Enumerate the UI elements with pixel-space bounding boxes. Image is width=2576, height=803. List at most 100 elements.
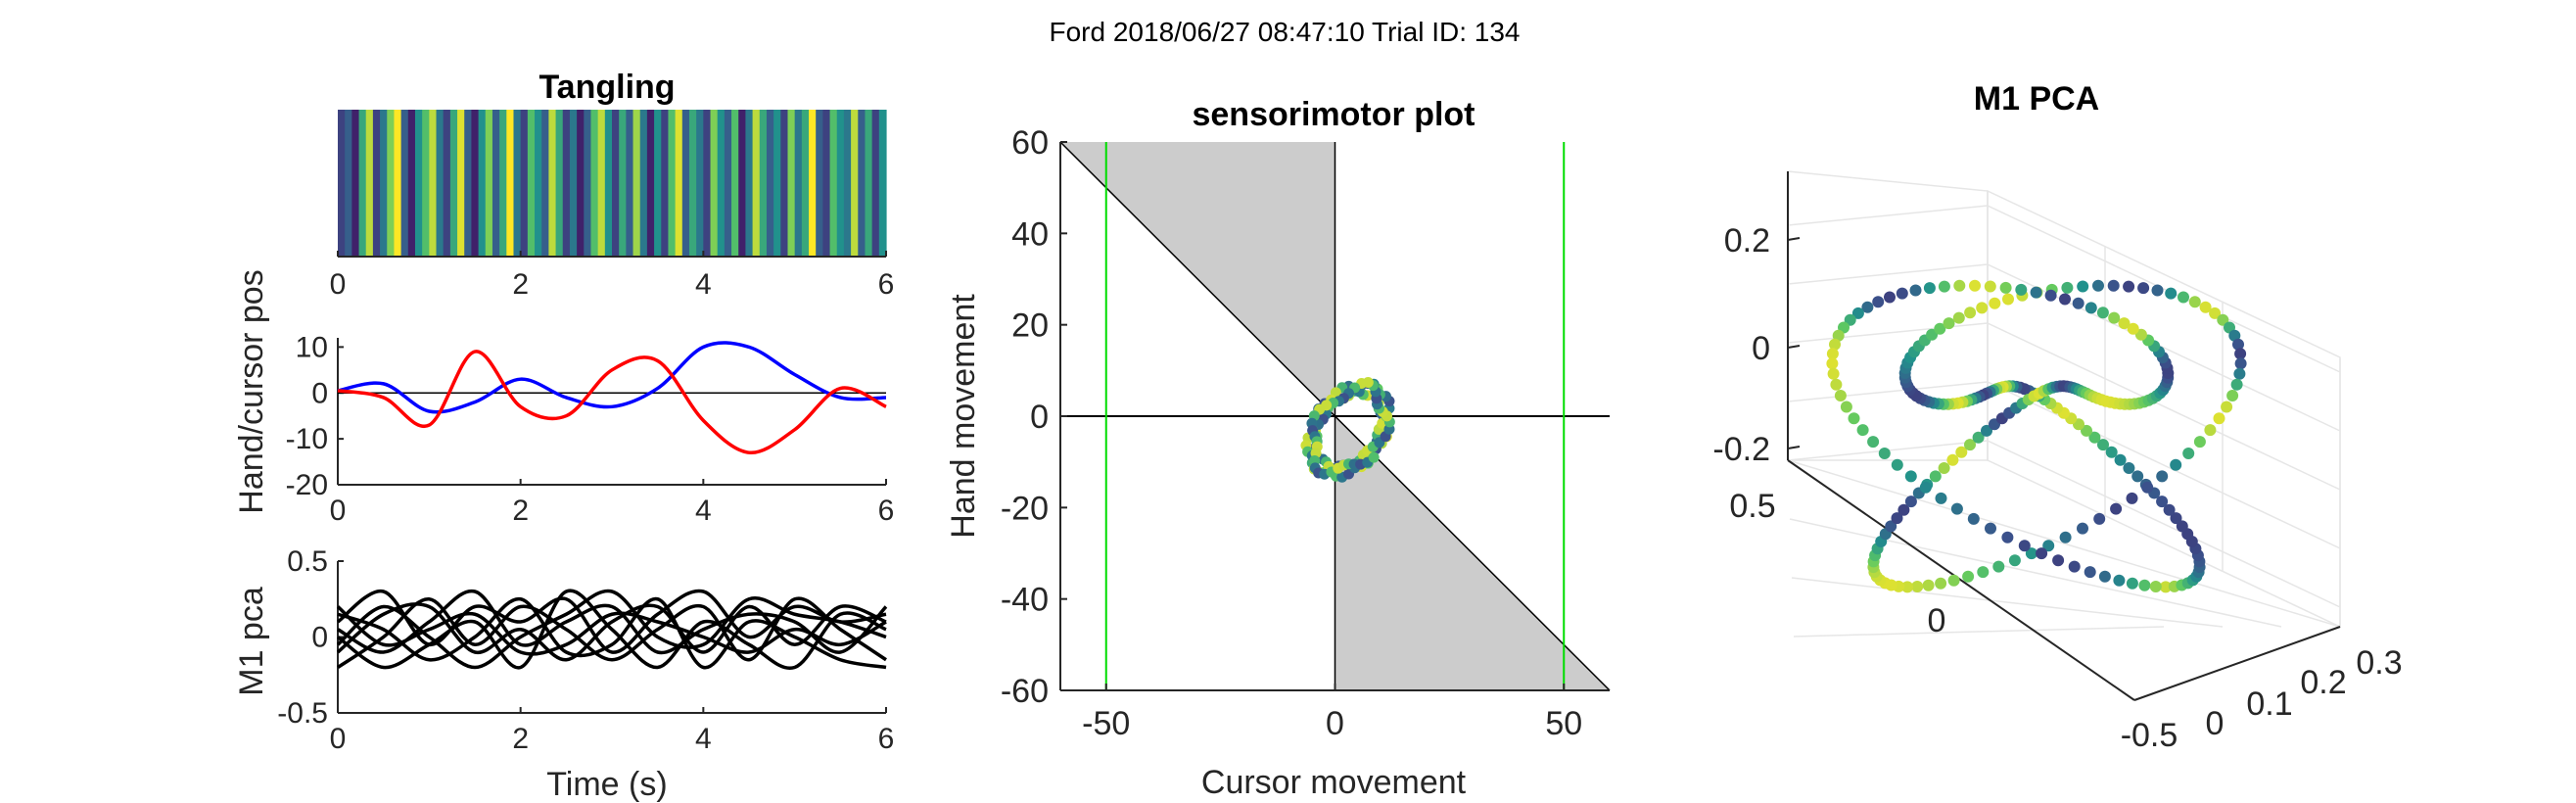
pca-series-line xyxy=(336,605,887,656)
tangling-cell xyxy=(612,110,620,257)
pca-series-line xyxy=(337,590,888,655)
pca3d-point xyxy=(1896,287,1908,300)
tangling-cell xyxy=(773,110,781,257)
pca3d-point xyxy=(2123,280,2135,293)
pca3d-point xyxy=(2107,279,2120,292)
tangling-cell xyxy=(351,110,360,257)
pca3d-point xyxy=(1947,574,1960,587)
tangling-cell xyxy=(443,110,451,257)
grid-line xyxy=(1987,440,2341,608)
pca3d-point xyxy=(1938,280,1950,293)
pca3d-point xyxy=(1904,470,1917,483)
z-tick-label: 0 xyxy=(1752,330,1770,367)
m1pca-lines xyxy=(336,589,888,671)
y-tick-label: 10 xyxy=(296,331,328,363)
pca3d-point xyxy=(1884,291,1896,304)
x-axis-3d xyxy=(2133,626,2341,701)
figure-suptitle: Ford 2018/06/27 08:47:10 Trial ID: 134 xyxy=(1050,17,1521,47)
m1pca-panel: 0 2 4 60.50-0.5 M1 pca Time (s) xyxy=(233,545,894,803)
tangling-cell xyxy=(703,110,712,257)
tangling-cell xyxy=(780,110,789,257)
grid-line xyxy=(1787,459,2341,628)
pca3d-point xyxy=(2151,284,2164,297)
tangling-cell xyxy=(449,110,458,257)
x3d-tick-label: 0 xyxy=(2206,705,2225,742)
pca3d-point xyxy=(2084,302,2097,314)
z-tick xyxy=(1787,345,1801,349)
pca3d-point xyxy=(1969,279,1981,292)
pca3d-point xyxy=(2234,348,2247,360)
tangling-cell xyxy=(843,110,852,257)
handcursor-ylabel: Hand/cursor pos xyxy=(233,269,270,513)
x3d-tick-label: 0.2 xyxy=(2300,664,2346,701)
pca3d-point xyxy=(1976,302,1989,314)
tangling-cell xyxy=(878,110,887,257)
sm-y-tick-label: 40 xyxy=(1011,215,1049,253)
pca3d-point xyxy=(2015,283,2028,296)
pca3d-point xyxy=(2059,531,2072,543)
y-tick-label: 0 xyxy=(311,622,328,654)
pca3d-point xyxy=(2149,581,2162,592)
tangling-cell xyxy=(871,110,880,257)
pca3d-point xyxy=(1867,436,1880,449)
tangling-cell xyxy=(541,110,549,257)
pca3d-grid xyxy=(1787,170,2341,701)
cursor-series-line xyxy=(337,350,887,454)
grid-line xyxy=(1791,577,2224,628)
pca3d-point xyxy=(2163,503,2176,516)
pca3d-panel: M1 PCA 0.20-0.20.50-0.5 00.10.20.3 xyxy=(1712,80,2402,754)
tangling-cell xyxy=(675,110,683,257)
y3d-tick-label: -0.5 xyxy=(2121,717,2178,754)
grid-line xyxy=(1787,205,1989,226)
pca3d-point xyxy=(1851,307,1864,319)
pca3d-point xyxy=(1943,317,1955,330)
x3d-tick-label: 0.1 xyxy=(2246,685,2292,723)
tangling-cell xyxy=(464,110,473,257)
sensorimotor-ylabel: Hand movement xyxy=(945,294,982,539)
tangling-cell xyxy=(851,110,859,257)
hand-series-line xyxy=(337,341,887,414)
tangling-cell xyxy=(492,110,500,257)
sm-y-tick-label: 20 xyxy=(1011,307,1049,345)
pca3d-point xyxy=(1938,462,1950,474)
pca3d-point xyxy=(2137,282,2150,295)
grid-line xyxy=(1987,381,2341,549)
pca3d-point xyxy=(1826,357,1839,370)
pca3d-point xyxy=(2052,554,2065,567)
x-tick-label: 2 xyxy=(512,495,529,527)
grid-line xyxy=(1987,205,2341,373)
pca3d-point xyxy=(2213,412,2225,425)
pca3d-point xyxy=(2018,540,2031,552)
tangling-cell xyxy=(836,110,845,257)
pca3d-point xyxy=(1904,496,1917,508)
sm-y-tick-label: -40 xyxy=(1001,582,1049,619)
pca3d-point xyxy=(2126,492,2138,504)
pca3d-point xyxy=(2110,502,2123,515)
tangling-cell xyxy=(345,110,352,257)
pca3d-point xyxy=(1984,280,1996,293)
pca3d-point xyxy=(1919,481,1932,494)
y-tick-label: -0.5 xyxy=(277,697,328,730)
x-tick-label: 6 xyxy=(878,495,895,527)
pca3d-point xyxy=(2002,293,2014,306)
tangling-cell xyxy=(338,110,346,257)
pca3d-point xyxy=(2234,357,2247,370)
tangling-title: Tangling xyxy=(539,69,675,106)
sensorimotor-axes: -50 0 50 60 40 20 0 -20 -40 -60 xyxy=(1001,124,1610,742)
pca3d-ticks: 0.20-0.20.50-0.5 00.10.20.3 xyxy=(1712,222,2402,754)
tangling-cell xyxy=(865,110,873,257)
tangling-cell xyxy=(731,110,739,257)
pca3d-point xyxy=(2077,522,2088,535)
pca3d-point xyxy=(1952,311,1965,324)
sensorimotor-title: sensorimotor plot xyxy=(1192,96,1475,133)
pca3d-point xyxy=(2114,453,2127,466)
pca3d-point xyxy=(2092,279,2104,292)
pca3d-point xyxy=(2059,293,2071,306)
tangling-cell xyxy=(639,110,648,257)
x-tick-label: 0 xyxy=(330,495,347,527)
x-tick-label: 0 xyxy=(330,723,347,755)
tangling-cell xyxy=(787,110,796,257)
pca3d-point xyxy=(1856,424,1869,437)
pca3d-point xyxy=(1934,322,1946,335)
pca3d-point xyxy=(1992,560,2005,573)
